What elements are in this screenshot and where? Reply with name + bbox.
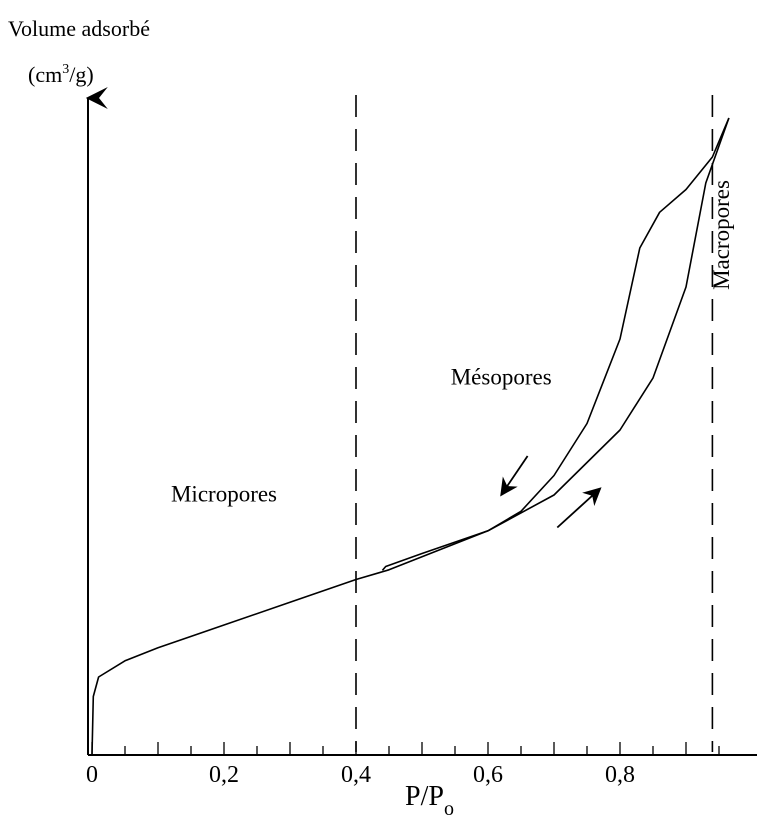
x-tick-label: 0,2	[209, 762, 239, 788]
x-tick-label: 0,6	[473, 762, 503, 788]
x-tick-label: 0,8	[605, 762, 635, 788]
x-axis-title: P/Po	[405, 781, 454, 820]
y-unit-superscript: 3	[62, 62, 69, 77]
x-tick-label: 0	[86, 762, 98, 788]
x-tick-label: 0,4	[341, 762, 371, 788]
region-boundaries	[355, 95, 714, 752]
y-axis-unit: (cm3/g)	[28, 62, 94, 87]
region-label-macropores: Macropores	[709, 180, 734, 290]
desorption-arrow	[500, 455, 529, 497]
region-label-micropores: Micropores	[171, 482, 277, 507]
region-label-mesopores: Mésopores	[451, 365, 552, 390]
x-axis-title-main: P/P	[405, 781, 444, 812]
x-axis-title-subscript: o	[444, 798, 454, 820]
x-axis-ticks	[91, 742, 720, 755]
isotherm-curves	[91, 117, 730, 756]
x-axis-tick-labels: 0 0,2 0,4 0,6 0,8	[86, 762, 635, 788]
adsorption-arrow	[556, 487, 602, 529]
direction-arrows	[500, 455, 602, 529]
y-unit-prefix: (cm	[28, 62, 62, 87]
region-labels: Micropores Mésopores Macropores	[171, 180, 734, 506]
y-unit-suffix: /g)	[69, 62, 93, 87]
desorption-curve	[381, 117, 730, 571]
adsorption-curve	[91, 117, 730, 756]
y-axis-title: Volume adsorbé	[8, 16, 150, 41]
